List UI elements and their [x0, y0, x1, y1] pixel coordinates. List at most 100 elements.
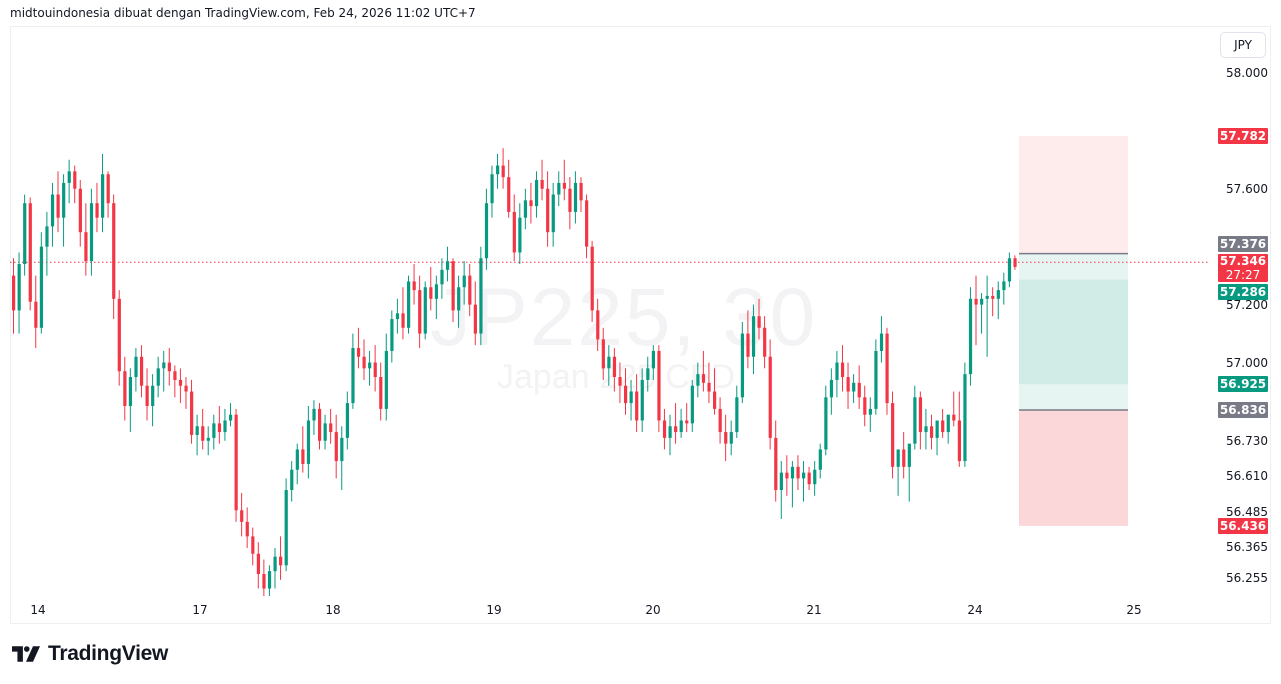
candle	[902, 432, 906, 479]
profit-zone-core[interactable]	[1019, 279, 1128, 385]
symbol-watermark: JP225, 30	[430, 272, 818, 363]
candle	[256, 542, 260, 589]
candle	[980, 293, 984, 334]
candle	[340, 426, 344, 491]
profit-zone-lower[interactable]	[1019, 384, 1128, 411]
candle	[679, 408, 683, 438]
candle	[12, 258, 16, 334]
candle	[50, 182, 55, 247]
candle	[701, 350, 706, 392]
profit-zone-upper[interactable]	[1019, 253, 1128, 280]
price-tick-label: 57.600	[1226, 181, 1268, 196]
candle	[178, 368, 183, 404]
candle	[746, 310, 750, 369]
bar-countdown: 27:27	[1225, 268, 1261, 283]
date-tick-label: 19	[486, 603, 502, 617]
candle	[106, 171, 110, 218]
candle	[657, 345, 661, 433]
candle	[957, 391, 962, 467]
candle	[879, 316, 884, 363]
candle	[840, 345, 845, 392]
candle	[507, 159, 511, 218]
candle	[924, 408, 928, 450]
date-tick-label: 14	[30, 603, 46, 617]
candle	[779, 461, 783, 519]
candle	[223, 408, 227, 441]
candle	[674, 403, 678, 444]
candle	[562, 159, 566, 201]
candle	[89, 188, 94, 276]
candle	[640, 368, 644, 433]
candle	[651, 345, 656, 380]
candle	[612, 348, 617, 392]
candle	[462, 261, 466, 305]
chart-plot-area[interactable]: JP225, 30 Japan 225 CFD	[10, 26, 1210, 596]
candle	[1002, 272, 1006, 305]
candle	[28, 197, 32, 311]
candle	[607, 345, 611, 386]
candle	[796, 455, 800, 491]
candle	[301, 426, 305, 473]
candle	[835, 350, 839, 398]
candle	[952, 391, 956, 427]
date-tick-label: 18	[325, 603, 341, 617]
upper-stop-zone[interactable]	[1019, 136, 1128, 254]
candle	[95, 182, 99, 233]
candle	[685, 403, 689, 433]
candle	[234, 408, 238, 522]
candle	[62, 174, 66, 247]
price-tick-label: 56.255	[1226, 571, 1268, 586]
candle	[735, 385, 739, 438]
candle	[863, 385, 867, 427]
candle	[668, 414, 672, 456]
candle	[629, 379, 633, 421]
candlestick-chart[interactable]	[10, 26, 1210, 596]
candle	[935, 420, 939, 456]
candle	[568, 177, 572, 230]
candle	[829, 368, 834, 415]
candle	[813, 461, 817, 496]
candle	[473, 281, 477, 346]
candle	[529, 182, 533, 224]
candle	[379, 362, 383, 421]
candle	[601, 327, 605, 380]
candle	[790, 461, 795, 508]
candle	[896, 449, 900, 496]
candle	[457, 275, 461, 328]
candle	[407, 275, 411, 334]
candle	[217, 406, 222, 444]
candle	[690, 379, 694, 433]
candle	[312, 400, 316, 435]
candle	[323, 414, 327, 450]
candle	[273, 547, 277, 589]
candle	[557, 171, 561, 207]
currency-button[interactable]: JPY	[1220, 32, 1266, 58]
candle	[824, 385, 828, 456]
price-tick-label: 56.485	[1226, 504, 1268, 519]
lower-stop-zone[interactable]	[1019, 410, 1128, 526]
candle	[390, 310, 394, 363]
candle	[245, 507, 249, 548]
last-price-badge: 57.346 27:27	[1218, 254, 1268, 283]
candle	[512, 194, 516, 262]
candle	[429, 266, 433, 311]
candle	[351, 333, 355, 409]
candle	[534, 171, 539, 218]
candle	[718, 397, 722, 444]
candle	[395, 298, 400, 334]
candle	[618, 362, 622, 404]
stop-loss-top-badge: 57.782	[1218, 128, 1268, 144]
candle	[623, 368, 628, 415]
candle	[445, 246, 450, 282]
candle	[968, 287, 973, 386]
candle	[373, 345, 377, 392]
tradingview-logo[interactable]: TradingView	[12, 642, 168, 666]
candle	[306, 406, 311, 479]
candle	[929, 414, 934, 450]
price-tick-label: 56.610	[1226, 468, 1268, 483]
candle	[585, 194, 589, 259]
candle	[84, 203, 88, 276]
candle	[590, 240, 594, 322]
candle	[384, 333, 388, 421]
candle	[579, 177, 583, 212]
